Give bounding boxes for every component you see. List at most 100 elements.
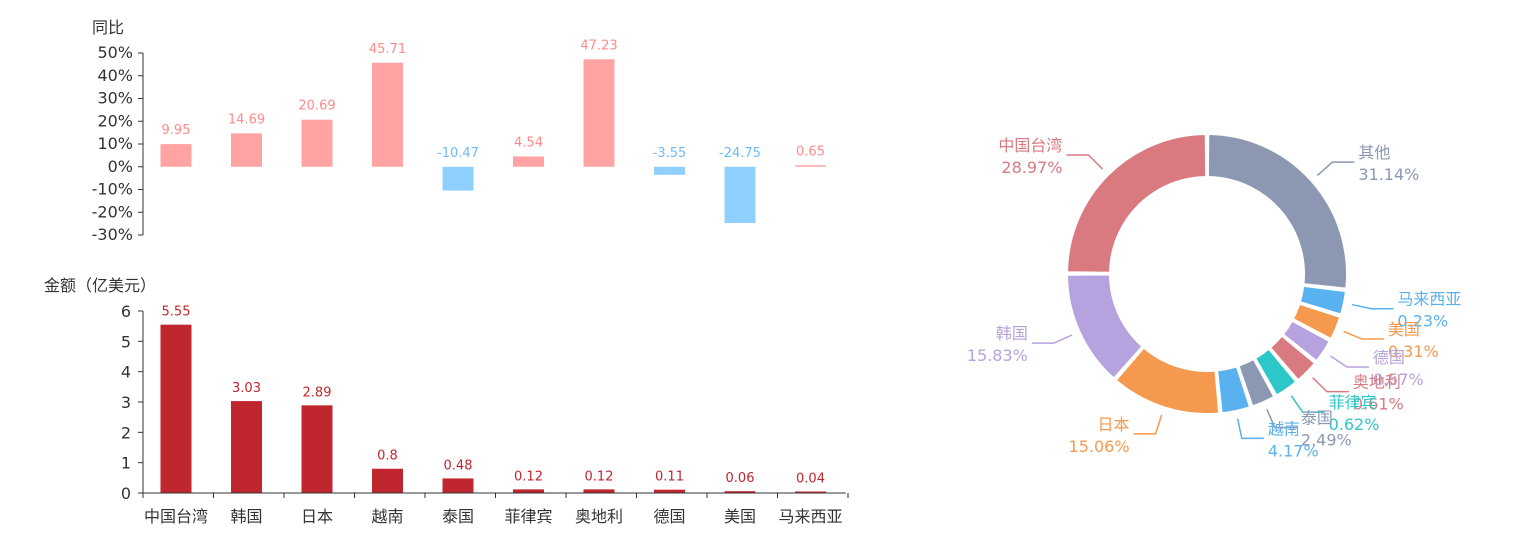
yoy-y-tick-label: -10% <box>92 180 133 199</box>
amount-y-tick-label: 1 <box>121 454 131 473</box>
donut-leader-line <box>1066 154 1104 170</box>
donut-slice <box>1268 334 1317 382</box>
share-donut-chart: 其他 31.14% 马来西亚 0.23%美国 0.31%德国 0.57%奥地利 0.61%菲… <box>967 132 1461 460</box>
donut-slice <box>1206 132 1348 290</box>
donut-slice <box>1065 273 1144 380</box>
yoy-bar <box>160 144 192 167</box>
yoy-value-label: -24.75 <box>719 146 761 161</box>
donut-slice <box>1291 302 1342 341</box>
donut-leader-line <box>1133 414 1163 435</box>
donut-slices <box>1065 132 1348 415</box>
donut-label-name: 越南 <box>1268 419 1300 438</box>
amount-y-tick-label: 6 <box>121 302 131 321</box>
amount-y-axis: 6 5 4 3 2 1 0 <box>121 302 144 503</box>
donut-label-percent: 28.97% <box>1001 158 1062 177</box>
donut-leader-line <box>1351 303 1394 310</box>
yoy-value-label: 14.69 <box>228 112 265 127</box>
yoy-y-tick-label: 30% <box>97 89 133 108</box>
yoy-value-label: 4.54 <box>514 135 543 150</box>
amount-bar <box>513 489 544 493</box>
donut-leader-line <box>1329 355 1369 368</box>
yoy-bar <box>654 166 685 175</box>
donut-leader-line <box>1031 334 1073 344</box>
yoy-bar <box>724 166 756 224</box>
yoy-y-tick-label: 20% <box>97 111 133 130</box>
amount-value-label: 0.12 <box>585 469 614 484</box>
yoy-y-tick-label: 10% <box>97 134 133 153</box>
amount-x-tick-label: 日本 <box>301 507 333 526</box>
donut-label-name: 其他 <box>1358 143 1390 162</box>
yoy-bar-chart: 同比 50% 40% 30% 20% 10% 0% -10% -20% -30% 9.95 14.… <box>92 18 826 244</box>
donut-leader-line <box>1236 418 1264 440</box>
amount-x-tick-label: 越南 <box>371 507 403 526</box>
donut-slice <box>1281 319 1332 363</box>
amount-y-tick-label: 2 <box>121 423 131 442</box>
donut-label-percent: 0.61% <box>1353 395 1404 414</box>
yoy-value-label: -3.55 <box>653 146 687 161</box>
yoy-value-label: -10.47 <box>437 146 479 161</box>
yoy-bar <box>442 166 474 191</box>
amount-value-label: 0.11 <box>655 470 684 485</box>
amount-bar <box>654 489 685 493</box>
yoy-value-label: 47.23 <box>580 38 617 53</box>
amount-bar <box>583 489 615 493</box>
donut-slice <box>1298 284 1348 316</box>
yoy-y-tick-label: 50% <box>97 43 133 62</box>
yoy-value-label: 0.65 <box>796 144 825 159</box>
amount-y-axis-title: 金额（亿美元） <box>44 276 156 295</box>
donut-label-name: 日本 <box>1098 415 1130 434</box>
donut-leader-line <box>1266 409 1297 429</box>
donut-label-percent: 0.23% <box>1397 312 1448 331</box>
amount-value-label: 0.48 <box>444 458 473 473</box>
donut-label-percent: 0.57% <box>1373 370 1424 389</box>
yoy-value-label: 9.95 <box>162 123 191 138</box>
amount-x-tick-label: 韩国 <box>230 507 262 526</box>
amount-value-label: 0.8 <box>377 449 398 464</box>
amount-value-label: 5.55 <box>162 305 191 320</box>
donut-leader-line <box>1312 377 1349 393</box>
amount-bar <box>795 491 826 493</box>
yoy-bar <box>583 59 615 167</box>
yoy-value-label: 45.71 <box>369 42 406 57</box>
amount-y-tick-label: 4 <box>121 363 131 382</box>
amount-y-tick-label: 0 <box>121 484 131 503</box>
amount-x-tick-label: 奥地利 <box>575 507 623 526</box>
amount-y-tick-label: 3 <box>121 393 131 412</box>
donut-slice <box>1253 347 1298 397</box>
donut-label-name: 韩国 <box>996 324 1028 343</box>
yoy-value-label: 20.69 <box>298 99 335 114</box>
yoy-bar <box>795 165 826 167</box>
amount-bars: 5.55 3.03 2.89 0.8 0.48 0.12 0.12 0.11 0.06 0.04 <box>160 305 826 493</box>
donut-label-percent: 31.14% <box>1358 165 1419 184</box>
yoy-y-axis: 50% 40% 30% 20% 10% 0% -10% -20% -30% <box>92 43 144 244</box>
amount-x-tick-label: 美国 <box>724 507 756 526</box>
donut-label-name: 奥地利 <box>1353 373 1401 392</box>
donut-label-percent: 2.49% <box>1301 431 1352 450</box>
donut-slice <box>1237 357 1276 408</box>
amount-value-label: 0.06 <box>726 471 755 486</box>
amount-bar <box>301 405 333 493</box>
yoy-y-tick-label: -20% <box>92 202 133 221</box>
donut-slice <box>1065 132 1208 274</box>
yoy-y-tick-label: 0% <box>108 157 133 176</box>
donut-leader-line <box>1290 395 1325 413</box>
donut-label-percent: 0.62% <box>1329 415 1380 434</box>
amount-x-tick-label: 菲律宾 <box>504 507 552 526</box>
amount-bar <box>724 491 756 493</box>
yoy-bar <box>231 133 262 167</box>
donut-label-name: 泰国 <box>1301 409 1333 428</box>
donut-label-name: 德国 <box>1373 348 1405 367</box>
donut-label-name: 马来西亚 <box>1397 290 1461 309</box>
amount-bar <box>160 324 192 493</box>
donut-leader-line <box>1343 330 1384 340</box>
donut-slice <box>1114 346 1221 415</box>
amount-bar <box>372 468 403 493</box>
donut-slice <box>1216 365 1252 415</box>
donut-label-name: 中国台湾 <box>998 136 1062 155</box>
amount-x-tick-label: 马来西亚 <box>778 507 842 526</box>
donut-label-percent: 15.06% <box>1069 437 1130 456</box>
amount-value-label: 2.89 <box>303 385 332 400</box>
amount-value-label: 0.04 <box>796 472 825 487</box>
amount-x-axis: 中国台湾 韩国 日本 越南 泰国 菲律宾 奥地利 德国 美国 马来西亚 <box>142 492 849 526</box>
